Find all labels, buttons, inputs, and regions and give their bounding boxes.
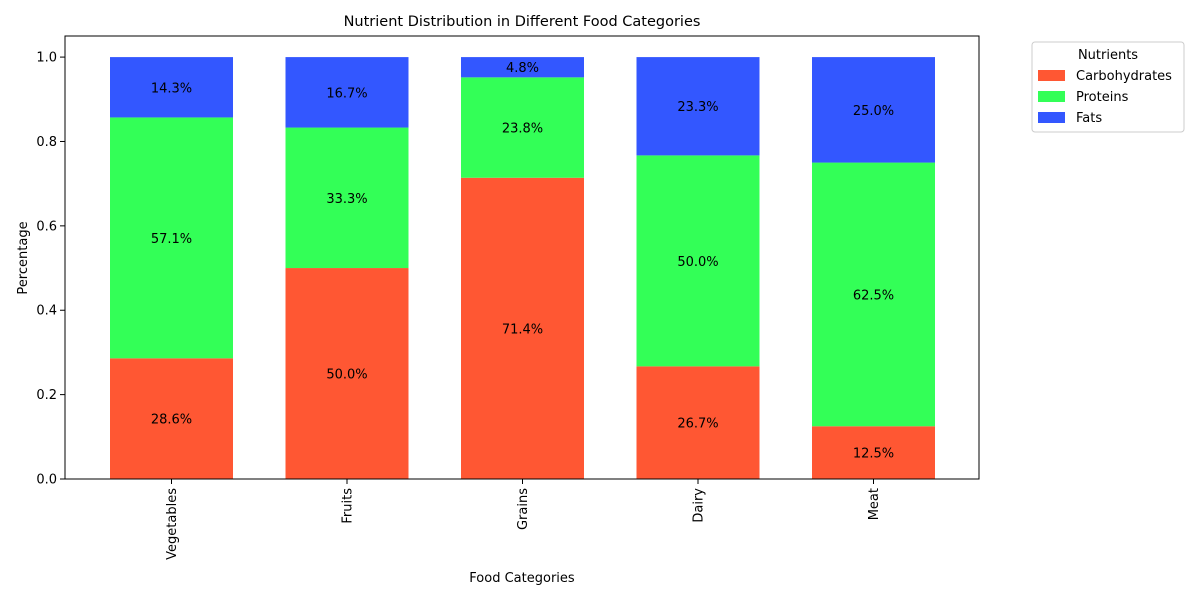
data-label-fruits-carbohydrates: 50.0%: [326, 368, 367, 383]
x-tick-label-fruits: Fruits: [341, 488, 356, 524]
legend-box: [1031, 41, 1185, 133]
bars-layer: [110, 57, 935, 479]
bar-meat-fats: [812, 57, 935, 163]
data-label-grains-fats: 4.8%: [506, 61, 539, 76]
bar-dairy-proteins: [636, 155, 760, 367]
legend-label-proteins: Proteins: [1076, 90, 1129, 105]
data-label-grains-proteins: 23.8%: [502, 122, 543, 137]
legend: Nutrients Carbohydrates Proteins Fats: [1031, 41, 1185, 133]
bar-dairy-fats: [636, 57, 760, 156]
x-tick-label-dairy: Dairy: [692, 488, 707, 523]
data-label-fruits-proteins: 33.3%: [326, 192, 367, 207]
x-axis-label: Food Categories: [469, 571, 575, 586]
y-axis: 0.0 0.2 0.4 0.6 0.8 1.0: [36, 51, 65, 488]
data-label-meat-carbohydrates: 12.5%: [853, 447, 894, 462]
legend-swatch-proteins: [1038, 91, 1065, 102]
x-tick-label-vegetables: Vegetables: [165, 488, 180, 560]
y-tick-label: 0.2: [36, 388, 57, 403]
x-axis: Vegetables Fruits Grains Dairy Meat: [165, 479, 882, 560]
bar-fruits-carbohydrates: [285, 268, 409, 479]
data-label-dairy-carbohydrates: 26.7%: [677, 417, 718, 432]
bar-meat-carbohydrates: [812, 426, 935, 479]
legend-label-fats: Fats: [1076, 111, 1102, 126]
legend-swatch-carbohydrates: [1038, 70, 1065, 81]
bar-vegetables-fats: [110, 57, 233, 118]
data-label-dairy-fats: 23.3%: [677, 100, 718, 115]
y-tick-label: 1.0: [36, 51, 57, 66]
x-tick-label-meat: Meat: [867, 488, 882, 520]
y-tick-label: 0.6: [36, 219, 57, 234]
bar-grains-fats: [461, 57, 584, 78]
data-label-vegetables-carbohydrates: 28.6%: [151, 413, 192, 428]
y-tick-label: 0.0: [36, 473, 57, 488]
bar-grains-proteins: [461, 77, 584, 178]
bar-meat-proteins: [812, 162, 935, 427]
bar-dairy-carbohydrates: [636, 366, 760, 479]
bar-vegetables-proteins: [110, 117, 233, 359]
data-label-grains-carbohydrates: 71.4%: [502, 322, 543, 337]
bar-grains-carbohydrates: [461, 177, 584, 479]
data-label-dairy-proteins: 50.0%: [677, 255, 718, 270]
bar-fruits-proteins: [285, 127, 409, 269]
y-tick-label: 0.8: [36, 135, 57, 150]
bar-vegetables-carbohydrates: [110, 358, 233, 479]
bar-fruits-fats: [285, 57, 409, 128]
legend-label-carbohydrates: Carbohydrates: [1076, 69, 1172, 84]
data-label-vegetables-fats: 14.3%: [151, 81, 192, 96]
x-tick-label-grains: Grains: [516, 488, 531, 530]
data-label-meat-fats: 25.0%: [853, 104, 894, 119]
legend-title: Nutrients: [1078, 48, 1138, 63]
bar-labels-layer: 28.6% 57.1% 14.3% 50.0% 33.3% 16.7% 71.4% 23.8%…: [151, 61, 894, 461]
data-label-meat-proteins: 62.5%: [853, 288, 894, 303]
chart-title: Nutrient Distribution in Different Food …: [344, 14, 701, 30]
y-tick-label: 0.4: [36, 304, 57, 319]
data-label-fruits-fats: 16.7%: [326, 86, 367, 101]
y-axis-label: Percentage: [16, 221, 31, 294]
legend-swatch-fats: [1038, 112, 1065, 123]
data-label-vegetables-proteins: 57.1%: [151, 232, 192, 247]
